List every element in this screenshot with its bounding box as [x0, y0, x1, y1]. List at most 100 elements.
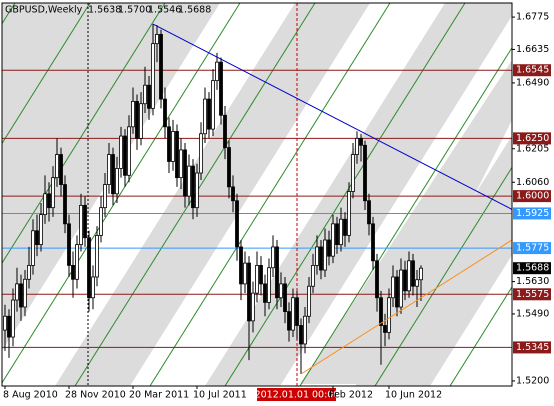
candle-body — [127, 126, 131, 176]
level-label: 1.5575 — [516, 289, 549, 300]
candle-body — [147, 84, 151, 109]
candle-body — [203, 98, 207, 135]
level-label: 1.6000 — [516, 191, 549, 202]
candle-body — [31, 230, 35, 266]
x-tick-label: 20 Mar 2011 — [129, 390, 189, 401]
candle-body — [87, 237, 91, 299]
gann-line — [299, 46, 512, 386]
candle-body — [35, 230, 39, 246]
candle-body — [215, 61, 219, 82]
candle-body — [175, 131, 179, 179]
candle-body — [367, 200, 371, 225]
x-tick-label: 10 Jul 2011 — [193, 390, 247, 401]
price-box — [513, 262, 551, 275]
gann-line — [374, 166, 512, 386]
candle-body — [263, 283, 267, 303]
candle-body — [311, 265, 315, 287]
candle-body — [359, 137, 363, 146]
candle-body — [307, 285, 311, 317]
candle-body — [151, 43, 155, 109]
candle-body — [407, 260, 411, 292]
gann-line — [2, 3, 91, 145]
gann-line — [74, 3, 316, 386]
candle-body — [171, 131, 175, 162]
level-label: 1.5345 — [516, 342, 549, 353]
header-open: 1.5638 — [88, 5, 121, 16]
candle-body — [255, 265, 259, 294]
candle-body — [231, 186, 235, 202]
candle-body — [75, 244, 79, 280]
candle-body — [27, 265, 31, 280]
level-label: 1.5925 — [516, 208, 549, 219]
candle-body — [71, 265, 75, 280]
candle-body — [119, 135, 123, 169]
candle-body — [227, 147, 231, 188]
candle-body — [159, 34, 163, 100]
cursor-label: 2012.01.01 00:00 — [255, 390, 340, 401]
candle-body — [19, 283, 23, 308]
plot — [2, 3, 512, 386]
candle-body — [403, 269, 407, 292]
candle-body — [83, 204, 87, 239]
y-tick-label: 1.6635 — [516, 44, 549, 55]
candle-body — [339, 218, 343, 246]
candle-body — [39, 214, 43, 246]
x-tick-label: 10 Jun 2012 — [385, 390, 442, 401]
candle-body — [399, 269, 403, 308]
candle-body — [351, 154, 355, 192]
candle-body — [7, 315, 11, 338]
shade-channel — [300, 60, 512, 384]
candle-body — [411, 260, 415, 287]
candle-body — [47, 193, 51, 209]
candle-body — [163, 98, 167, 128]
candle-body — [195, 172, 199, 209]
candle-body — [143, 84, 147, 105]
candle-body — [187, 165, 191, 197]
candle-body — [79, 204, 83, 246]
price-label: 1.5688 — [516, 263, 549, 274]
candle-body — [3, 315, 7, 331]
candle-body — [295, 297, 299, 326]
level-box — [513, 64, 551, 77]
candle-body — [131, 101, 135, 128]
candle-body — [235, 200, 239, 248]
gann-line — [449, 286, 512, 386]
candle-body — [219, 61, 223, 116]
y-tick-label: 1.5200 — [516, 375, 549, 386]
x-tick-label: 28 Nov 2010 — [65, 390, 126, 401]
candle-body — [107, 154, 111, 185]
candle-body — [371, 223, 375, 262]
level-box — [513, 341, 551, 354]
y-tick-label: 1.6490 — [516, 77, 549, 88]
candle-body — [279, 283, 283, 299]
header-close: 1.5688 — [178, 5, 211, 16]
candle-body — [91, 276, 95, 299]
candle-body — [55, 154, 59, 179]
candle-body — [291, 297, 295, 331]
candle-body — [23, 278, 27, 308]
candle-body — [303, 315, 307, 345]
candle-body — [335, 223, 339, 246]
level-box — [513, 288, 551, 301]
candle-body — [207, 98, 211, 130]
x-tick-label: 8 Aug 2010 — [3, 390, 58, 401]
candle-body — [139, 103, 143, 139]
candle-body — [247, 262, 251, 322]
candle-body — [223, 114, 227, 149]
candle-body — [155, 34, 159, 45]
y-tick-label: 1.6060 — [516, 177, 549, 188]
axes: 1.6775 1.6635 1.6490 1.6205 1.6060 1.5630 1.54… — [3, 12, 551, 401]
candle-body — [191, 165, 195, 209]
candle-body — [179, 149, 183, 179]
candle-body — [59, 154, 63, 185]
candle-body — [51, 177, 55, 209]
candle-body — [391, 276, 395, 299]
candle-body — [347, 191, 351, 236]
candle-body — [275, 246, 279, 299]
trendline — [300, 239, 512, 375]
level-box — [513, 190, 551, 203]
header-high: 1.5700 — [118, 5, 151, 16]
candle-body — [299, 325, 303, 345]
candle-body — [395, 276, 399, 308]
